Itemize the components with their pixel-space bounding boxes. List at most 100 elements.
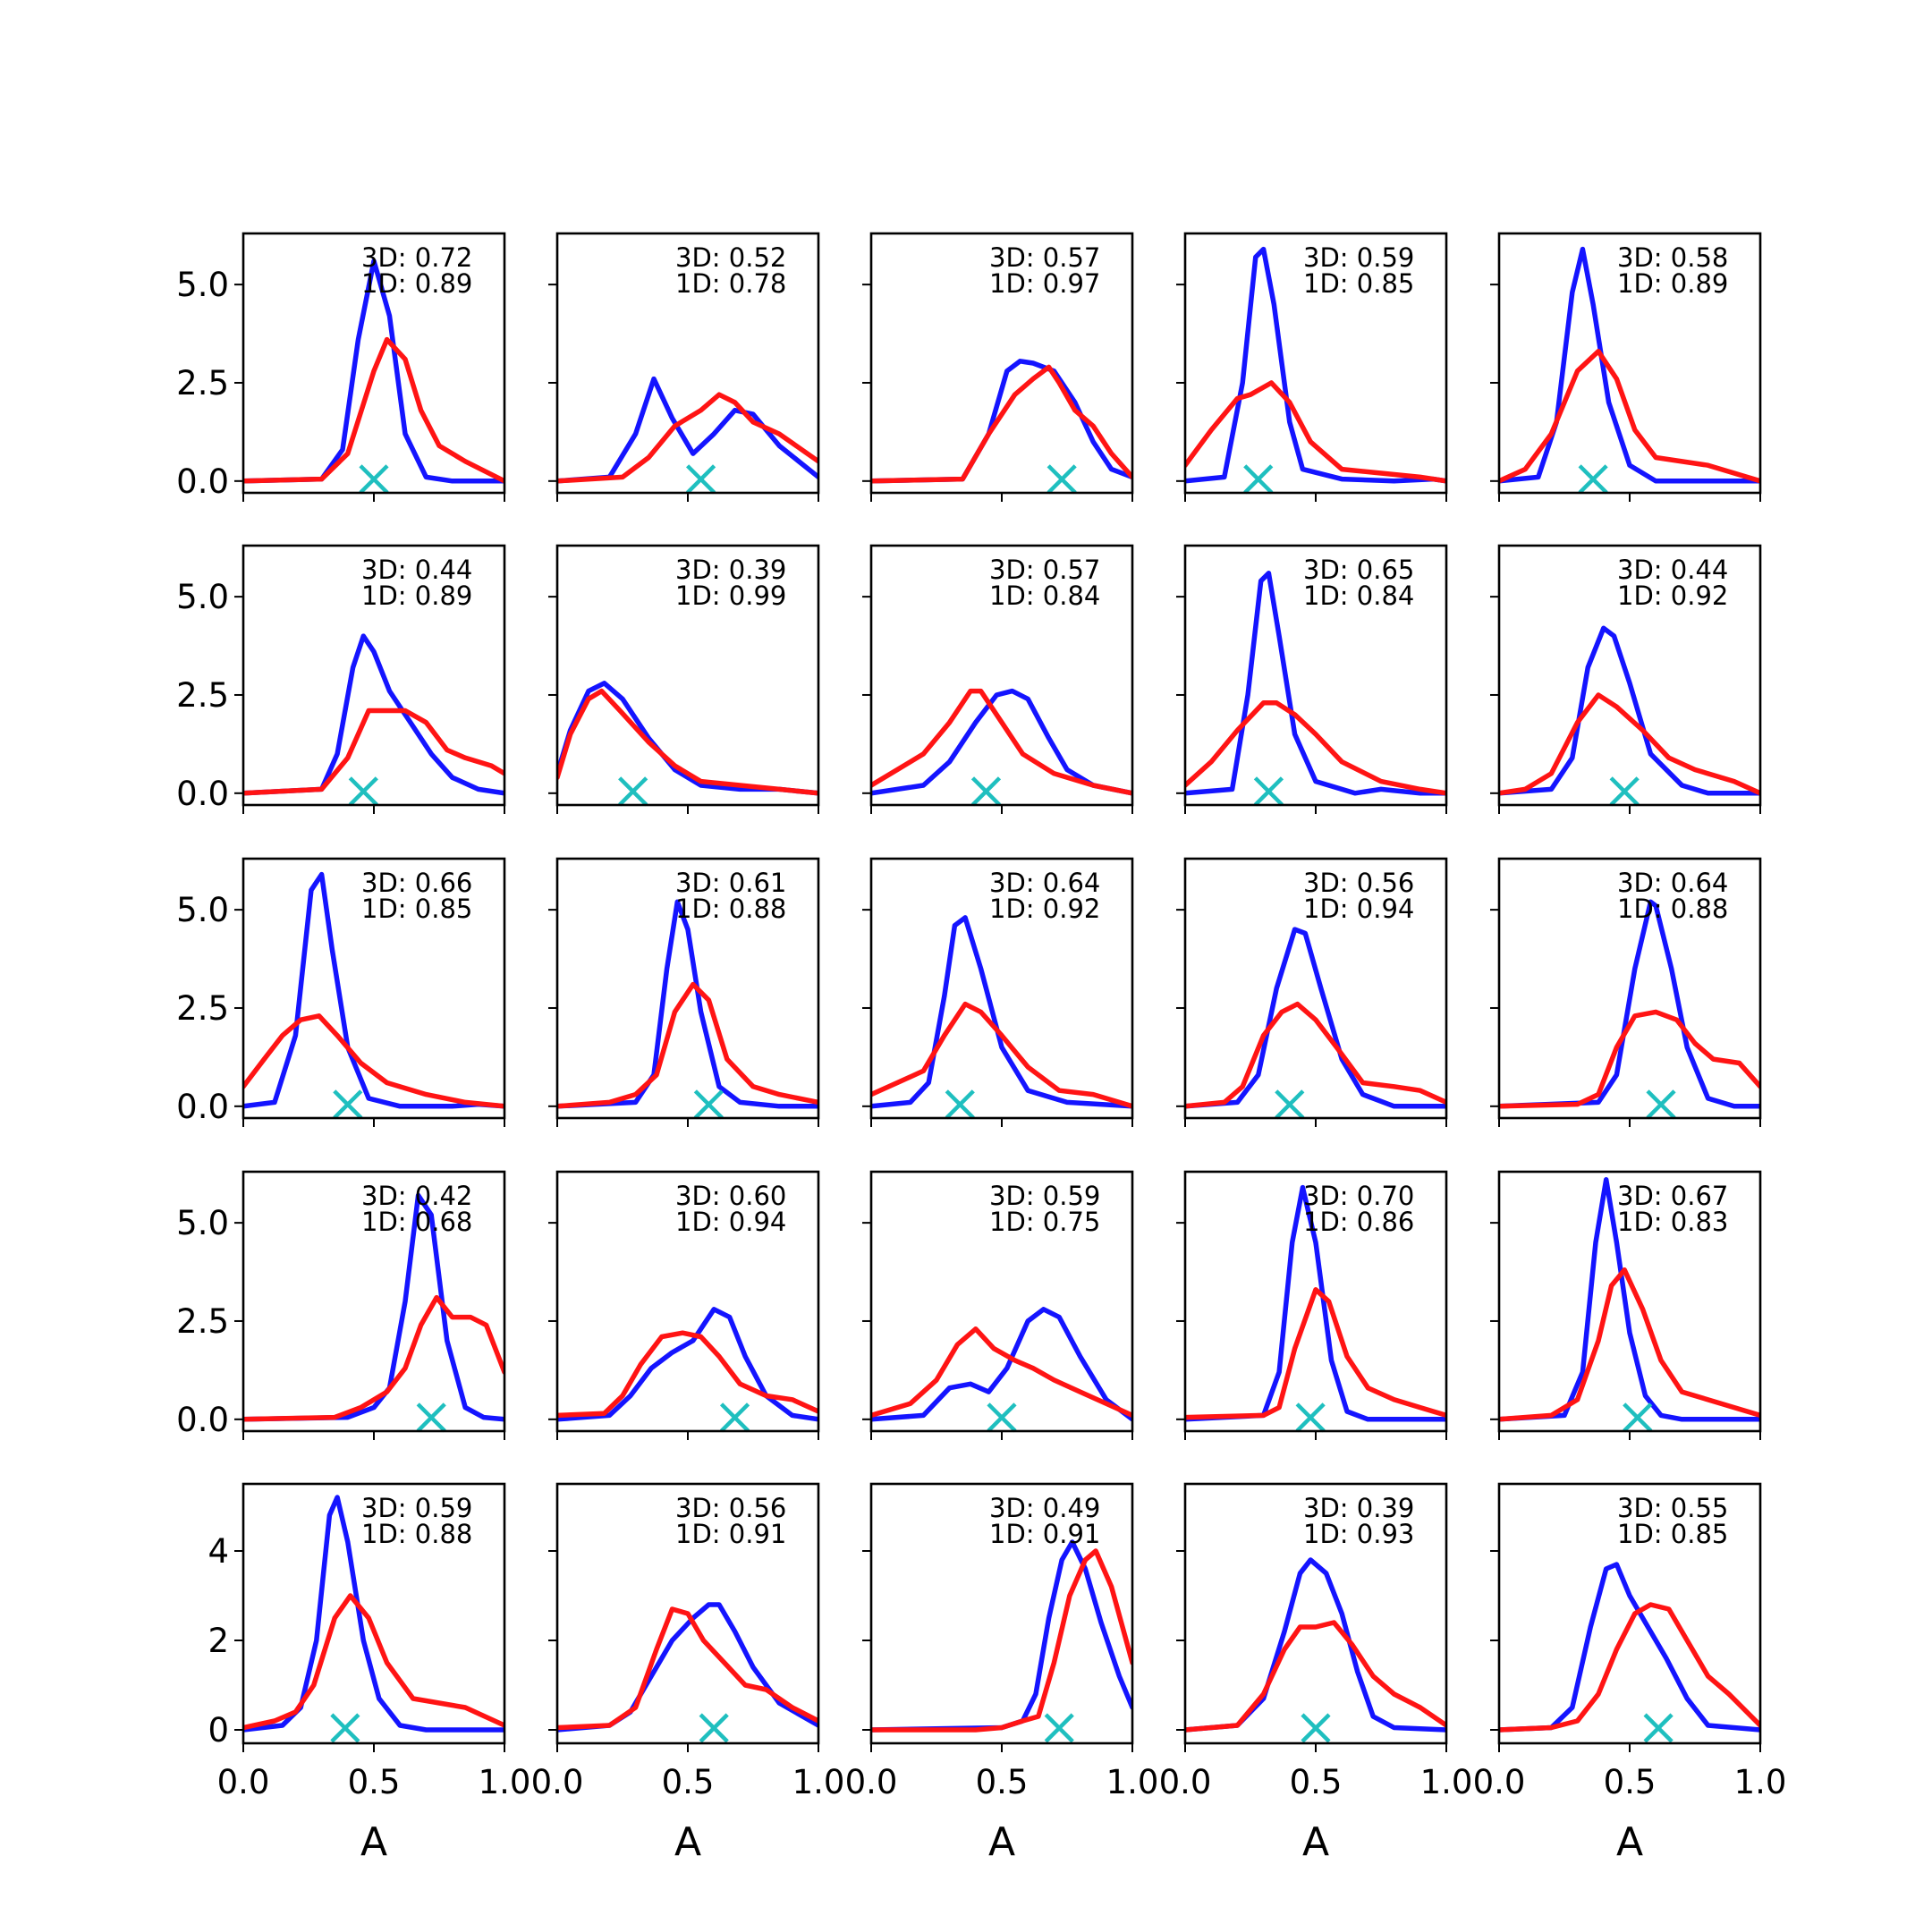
marker-x-icon — [1609, 776, 1640, 807]
curves — [1185, 927, 1446, 1109]
x-axis-label: A — [1302, 1819, 1329, 1865]
annotation-1d: 1D: 0.85 — [1303, 268, 1414, 299]
annotation-3d: 3D: 0.44 — [361, 555, 472, 585]
series-1d-line — [243, 1593, 504, 1731]
series-1d-line — [557, 688, 818, 796]
annotation-1d: 1D: 0.88 — [1617, 894, 1728, 924]
series-1d-line — [243, 708, 504, 796]
y-tick-label: 5.0 — [176, 1204, 229, 1242]
series-3d-line — [557, 1602, 818, 1733]
marker-x-icon — [1646, 1089, 1676, 1120]
annotation-3d: 3D: 0.59 — [989, 1181, 1100, 1211]
marker-x-icon — [945, 1089, 975, 1120]
marker-x-icon — [416, 1402, 446, 1433]
y-tick-label: 0 — [208, 1711, 229, 1750]
x-tick-label: 1.0 — [479, 1763, 531, 1801]
annotation-1d: 1D: 0.89 — [361, 268, 472, 299]
y-tick-label: 5.0 — [176, 266, 229, 304]
curves — [871, 915, 1132, 1109]
series-1d-line — [557, 981, 818, 1109]
curves — [1185, 571, 1446, 796]
annotation-3d: 3D: 0.39 — [675, 555, 786, 585]
marker-x-icon — [970, 776, 1002, 807]
y-tick-label: 0.0 — [176, 462, 229, 501]
series-3d-line — [243, 633, 504, 796]
annotation-1d: 1D: 0.78 — [675, 268, 786, 299]
curves — [557, 681, 818, 796]
marker-stroke — [719, 1402, 750, 1433]
x-tick-label: 0.0 — [217, 1763, 270, 1801]
series-3d-line — [871, 1539, 1132, 1733]
series-1d-line — [1499, 692, 1760, 796]
series-3d-line — [1499, 1562, 1760, 1733]
marker-x-icon — [1643, 1713, 1674, 1743]
y-tick-label: 0.0 — [176, 1401, 229, 1439]
annotation-3d: 3D: 0.64 — [1617, 868, 1728, 898]
series-3d-line — [871, 1307, 1132, 1422]
annotation-1d: 1D: 0.86 — [1303, 1207, 1414, 1237]
annotation-1d: 1D: 0.68 — [361, 1207, 472, 1237]
annotation-1d: 1D: 0.89 — [361, 580, 472, 611]
annotation-3d: 3D: 0.49 — [989, 1493, 1100, 1523]
annotation-3d: 3D: 0.57 — [989, 555, 1100, 585]
curves — [243, 633, 504, 796]
curves — [243, 1192, 504, 1422]
annotation-3d: 3D: 0.59 — [361, 1493, 472, 1523]
annotation-1d: 1D: 0.85 — [361, 894, 472, 924]
marker-x-icon — [686, 464, 716, 495]
y-tick-label: 4 — [208, 1532, 229, 1571]
marker-stroke — [416, 1402, 446, 1433]
x-tick-label: 0.5 — [976, 1763, 1029, 1801]
marker-x-icon — [618, 776, 648, 807]
series-1d-line — [1499, 1267, 1760, 1422]
marker-x-icon — [1253, 776, 1284, 807]
marker-stroke — [693, 1089, 724, 1120]
series-1d-line — [1185, 1287, 1446, 1420]
annotation-1d: 1D: 0.84 — [1303, 580, 1414, 611]
series-1d-line — [243, 1013, 504, 1109]
series-1d-line — [871, 1548, 1132, 1733]
annotation-1d: 1D: 0.91 — [989, 1519, 1100, 1549]
curves — [1499, 1562, 1760, 1733]
annotation-3d: 3D: 0.70 — [1303, 1181, 1414, 1211]
curves — [871, 359, 1132, 484]
marker-x-icon — [1578, 464, 1608, 495]
curves — [871, 1307, 1132, 1422]
annotation-3d: 3D: 0.59 — [1303, 242, 1414, 273]
marker-stroke — [1301, 1713, 1331, 1743]
series-3d-line — [1185, 571, 1446, 796]
annotation-3d: 3D: 0.55 — [1617, 1493, 1728, 1523]
curves — [871, 688, 1132, 796]
annotation-1d: 1D: 0.88 — [361, 1519, 472, 1549]
marker-stroke — [987, 1402, 1017, 1433]
x-tick-label: 0.0 — [845, 1763, 898, 1801]
marker-x-icon — [333, 1089, 363, 1120]
y-tick-label: 5.0 — [176, 891, 229, 929]
series-3d-line — [1499, 1177, 1760, 1422]
series-1d-line — [1499, 1602, 1760, 1733]
marker-x-icon — [359, 464, 389, 495]
annotation-3d: 3D: 0.64 — [989, 868, 1100, 898]
y-tick-label: 0.0 — [176, 1088, 229, 1126]
x-tick-label: 0.0 — [531, 1763, 584, 1801]
marker-x-icon — [987, 1402, 1017, 1433]
curves — [557, 1307, 818, 1422]
series-1d-line — [871, 1001, 1132, 1109]
series-3d-line — [871, 688, 1132, 796]
marker-stroke — [1646, 1089, 1676, 1120]
annotation-1d: 1D: 0.83 — [1617, 1207, 1728, 1237]
curves — [1185, 1184, 1446, 1422]
marker-stroke — [1044, 1713, 1074, 1743]
marker-x-icon — [1295, 1402, 1326, 1433]
series-3d-line — [243, 871, 504, 1109]
